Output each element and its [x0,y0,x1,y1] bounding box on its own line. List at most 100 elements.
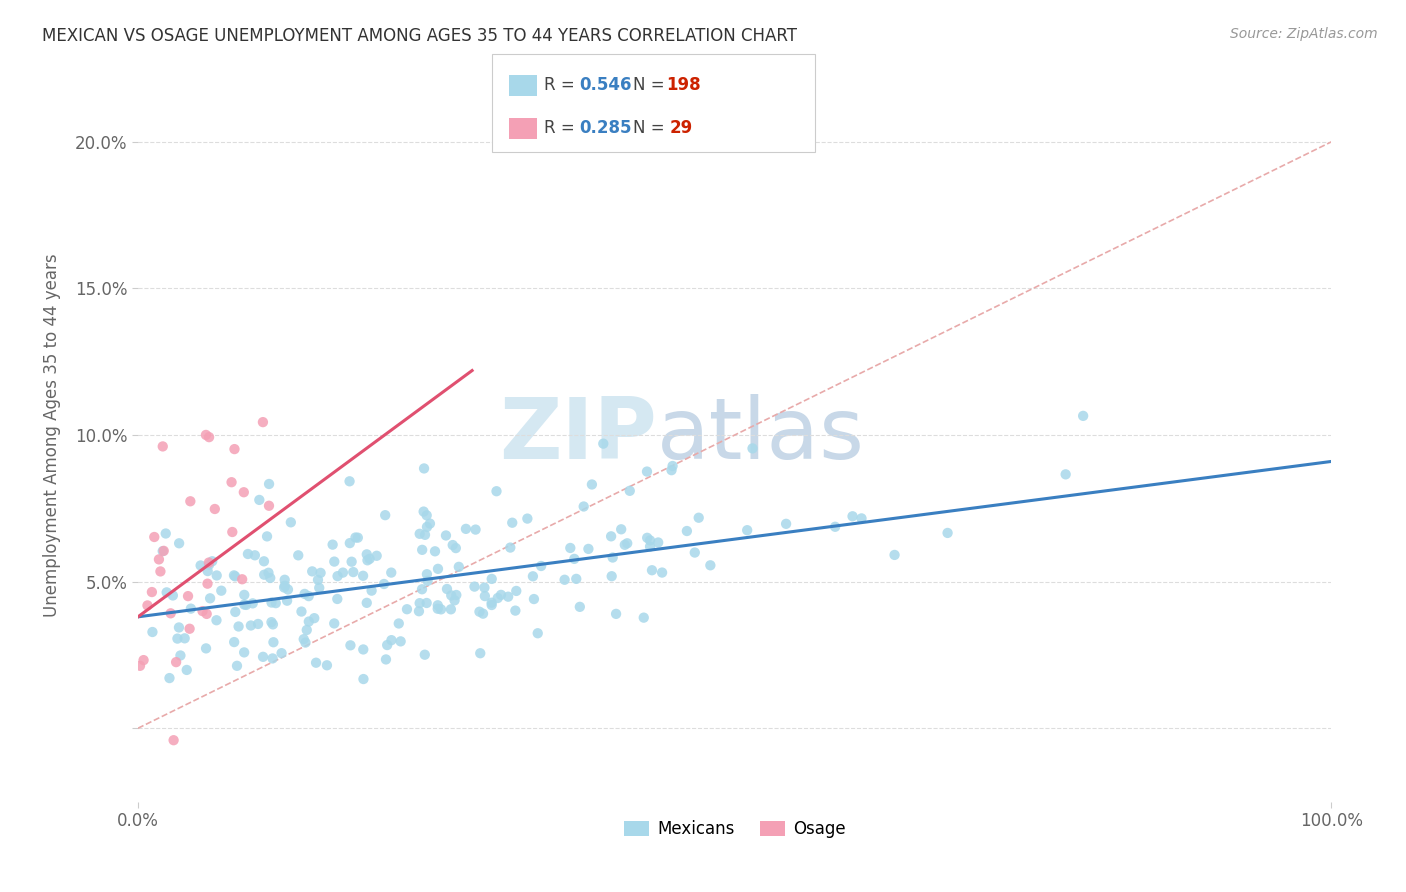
Mexicans [388,616,411,631]
Osage [204,502,226,516]
Mexicans [408,604,430,618]
Mexicans [427,562,450,576]
Mexicans [562,552,585,566]
Mexicans [454,522,477,536]
Mexicans [342,565,364,579]
Osage [177,589,200,603]
Mexicans [294,587,316,601]
Mexicans [257,566,280,580]
Mexicans [496,590,519,604]
Mexicans [339,475,361,489]
Mexicans [277,582,299,597]
Mexicans [600,529,623,543]
Mexicans [167,620,190,634]
Mexicans [326,591,349,606]
Mexicans [485,484,508,499]
Mexicans [339,638,361,652]
Osage [191,604,214,618]
Mexicans [434,528,457,542]
Mexicans [273,573,295,587]
Mexicans [280,516,302,530]
Mexicans [419,516,441,531]
Mexicans [167,536,190,550]
Osage [132,653,155,667]
Mexicans [565,572,588,586]
Mexicans [309,566,332,580]
Mexicans [683,545,706,559]
Mexicans [481,596,503,610]
Mexicans [415,508,437,523]
Mexicans [323,616,346,631]
Mexicans [224,635,246,649]
Mexicans [305,656,328,670]
Mexicans [447,559,470,574]
Mexicans [247,617,270,632]
Osage [143,530,166,544]
Mexicans [141,625,163,640]
Mexicans [352,642,374,657]
Mexicans [741,442,763,456]
Mexicans [735,523,758,537]
Osage [141,585,163,599]
Mexicans [359,551,381,566]
Mexicans [295,623,318,637]
Mexicans [430,602,453,616]
Mexicans [489,588,512,602]
Mexicans [474,581,496,595]
Mexicans [198,591,221,606]
Legend: Mexicans, Osage: Mexicans, Osage [617,814,852,845]
Mexicans [440,588,463,602]
Osage [257,499,280,513]
Mexicans [1071,409,1094,423]
Mexicans [224,569,246,583]
Mexicans [374,508,396,523]
Mexicans [326,569,349,583]
Mexicans [205,613,228,627]
Mexicans [440,602,463,616]
Mexicans [360,583,382,598]
Mexicans [481,572,503,586]
Mexicans [339,536,361,550]
Mexicans [416,574,439,588]
Mexicans [209,583,232,598]
Mexicans [294,635,316,649]
Text: MEXICAN VS OSAGE UNEMPLOYMENT AMONG AGES 35 TO 44 YEARS CORRELATION CHART: MEXICAN VS OSAGE UNEMPLOYMENT AMONG AGES… [42,27,797,45]
Text: 0.546: 0.546 [579,76,631,94]
Mexicans [481,598,503,612]
Mexicans [195,641,218,656]
Mexicans [298,589,321,603]
Mexicans [436,582,458,596]
Osage [231,572,253,586]
Mexicans [156,585,179,599]
Mexicans [409,526,432,541]
Osage [195,607,218,621]
Mexicans [415,596,437,610]
Mexicans [332,566,354,580]
Mexicans [389,634,412,648]
Mexicans [344,531,367,545]
Mexicans [274,579,297,593]
Mexicans [554,573,576,587]
Mexicans [426,599,449,613]
Mexicans [463,580,485,594]
Mexicans [176,663,198,677]
Mexicans [180,601,202,615]
Osage [159,607,181,621]
Mexicans [472,607,495,621]
Mexicans [243,549,266,563]
Mexicans [224,605,246,619]
Mexicans [501,516,523,530]
Mexicans [530,559,553,574]
Mexicans [304,611,326,625]
Mexicans [605,607,627,621]
Mexicans [647,535,669,549]
Mexicans [699,558,721,573]
Mexicans [262,635,284,649]
Mexicans [636,531,658,545]
Mexicans [198,558,221,572]
Mexicans [581,477,603,491]
Mexicans [468,605,491,619]
Mexicans [260,595,283,609]
Osage [197,576,219,591]
Mexicans [353,672,375,686]
